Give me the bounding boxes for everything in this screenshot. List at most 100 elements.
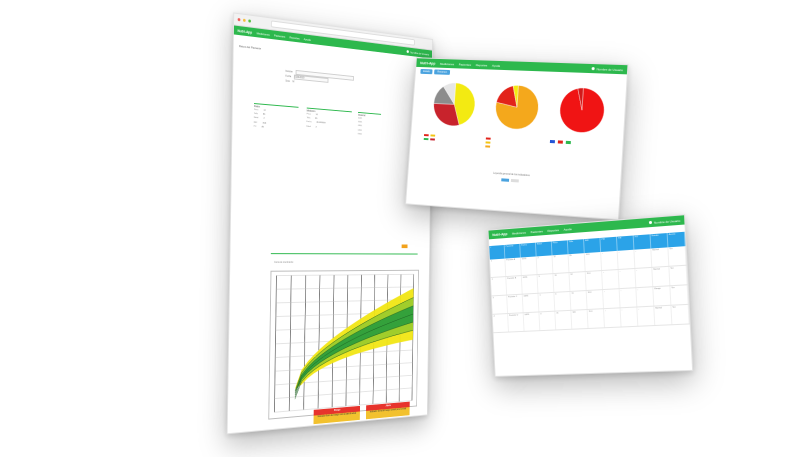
column-header[interactable]: IMC: [584, 238, 601, 253]
table-cell: 01/01: [521, 256, 538, 275]
column-header[interactable]: Peso: [552, 240, 569, 255]
pies-footer: Leyenda general de los indicadores: [408, 166, 620, 189]
table-cell: 4: [539, 312, 556, 331]
minimize-window-icon[interactable]: [243, 19, 246, 22]
column-header[interactable]: Edad: [536, 242, 553, 257]
sex-value: M: [293, 80, 295, 83]
chart-action-button[interactable]: [402, 244, 408, 248]
measurement-panel: Medición Peso 12 Talla 85 Fecha 01/01/2019 …: [306, 108, 351, 133]
close-window-icon[interactable]: [238, 18, 241, 21]
column-header[interactable]: Talla: [568, 239, 585, 254]
pie-legend-2: [485, 136, 544, 151]
nav-item-mediciones[interactable]: Mediciones: [512, 230, 526, 235]
nav-item-pacientes[interactable]: Pacientes: [459, 62, 472, 66]
kv-value: 2: [316, 126, 317, 130]
table-cell: 74: [570, 291, 587, 310]
table-cell: -: [636, 287, 654, 306]
legend-swatch: [424, 138, 429, 141]
grid-line-horizontal: [275, 363, 412, 372]
pies-window: Nutri-App Mediciones Pacientes Reportes …: [405, 57, 628, 220]
table-cell: 03/01: [523, 294, 540, 313]
column-header[interactable]: T/E: [617, 235, 634, 250]
legend-swatch: [485, 145, 490, 148]
pie-legend-1: [424, 133, 481, 144]
table-cell: 15: [555, 311, 572, 330]
legend-swatch: [430, 138, 435, 141]
column-header[interactable]: Acción: [668, 232, 686, 248]
growth-chart: [268, 270, 419, 420]
table-cell: -: [604, 308, 622, 327]
table-cell: 02/01: [522, 275, 539, 294]
table-cell: -: [634, 249, 652, 268]
table-cell: 4: [493, 314, 509, 332]
column-header[interactable]: Paciente: [505, 244, 521, 259]
footer-button[interactable]: [511, 179, 519, 183]
table-cell: 3: [538, 274, 555, 293]
nav-item-pacientes[interactable]: Pacientes: [530, 229, 542, 234]
nav-item-reportes[interactable]: Reportes: [547, 228, 559, 233]
legend-swatch: [550, 140, 555, 143]
table-cell: 92: [569, 272, 586, 291]
brand-logo[interactable]: Nutri-App: [237, 28, 252, 34]
nav-item-reportes[interactable]: Reportes: [289, 35, 299, 40]
legend-swatch: [486, 137, 491, 140]
column-header[interactable]: P/T: [634, 234, 652, 249]
pie-chart-2-svg: [492, 83, 542, 133]
nav-item-reportes[interactable]: Reportes: [476, 63, 488, 67]
date-value: 01/01/2019: [294, 76, 304, 80]
table-cell: Ver: [671, 305, 689, 324]
pie-chart-3: [550, 85, 614, 146]
table-cell: Normal: [651, 247, 669, 267]
user-name: Nombre de Usuario: [597, 67, 624, 72]
user-menu[interactable]: Nombre de Usuario: [591, 67, 623, 72]
nav-item-ayuda[interactable]: Ayuda: [492, 63, 500, 67]
table-cell: 1: [490, 259, 506, 277]
table-cell: 1: [538, 293, 555, 312]
nav-item-mediciones[interactable]: Mediciones: [440, 61, 454, 65]
kv-value: 01/01/2019: [316, 122, 325, 127]
nav-item-ayuda[interactable]: Ayuda: [564, 227, 572, 232]
kv-label: Edad: [306, 125, 310, 129]
kv-value: 46: [262, 126, 264, 130]
user-menu[interactable]: Nombre de Usuario: [649, 218, 680, 224]
grid-line-horizontal: [276, 287, 413, 289]
tab-estado[interactable]: Estado: [420, 69, 433, 74]
table-cell: Normal: [652, 267, 670, 286]
nav-item-pacientes[interactable]: Pacientes: [274, 33, 285, 38]
pie-legend-3: [550, 140, 610, 146]
nav-item-mediciones[interactable]: Mediciones: [257, 31, 270, 37]
table-cell: 2: [537, 255, 554, 274]
table-cell: Paciente D: [508, 313, 524, 331]
grid-line-horizontal: [275, 388, 413, 399]
footer-button[interactable]: [501, 178, 509, 182]
maximize-window-icon[interactable]: [248, 19, 251, 22]
brand-logo[interactable]: Nutri-App: [420, 61, 435, 65]
column-header[interactable]: Estado: [651, 233, 669, 249]
column-header[interactable]: P/E: [600, 237, 617, 252]
table-cell: -: [620, 288, 638, 307]
table-cell: Paciente B: [506, 276, 522, 294]
table-cell: 85: [569, 253, 586, 272]
pie-chart-2: [485, 82, 548, 151]
user-icon: [649, 221, 652, 224]
column-header[interactable]: #: [489, 245, 505, 260]
data-panel: Datos Peso 12 Talla 85 Edad 2 IMC 16.6 PC 46: [254, 103, 299, 133]
table-cell: -: [619, 269, 637, 288]
table-cell: -: [618, 250, 636, 269]
user-name: Nombre de Usuario: [410, 50, 429, 56]
history-item[interactable]: 05/01: [358, 133, 362, 137]
nav-item-ayuda[interactable]: Ayuda: [304, 37, 311, 42]
brand-logo[interactable]: Nutri-App: [492, 232, 507, 237]
legend-swatch: [486, 141, 491, 144]
user-icon: [407, 50, 409, 53]
table-cell: Ver: [668, 246, 686, 266]
tab-resumen[interactable]: Resumen: [434, 69, 449, 74]
table-cell: 16.6: [585, 252, 602, 271]
growth-chart-svg: [269, 271, 418, 419]
pie-chart-3-svg: [556, 85, 607, 136]
column-header[interactable]: Fecha: [520, 243, 536, 258]
legend-swatch: [430, 134, 435, 137]
table-cell: -: [635, 268, 653, 287]
chart-divider: [271, 253, 418, 254]
